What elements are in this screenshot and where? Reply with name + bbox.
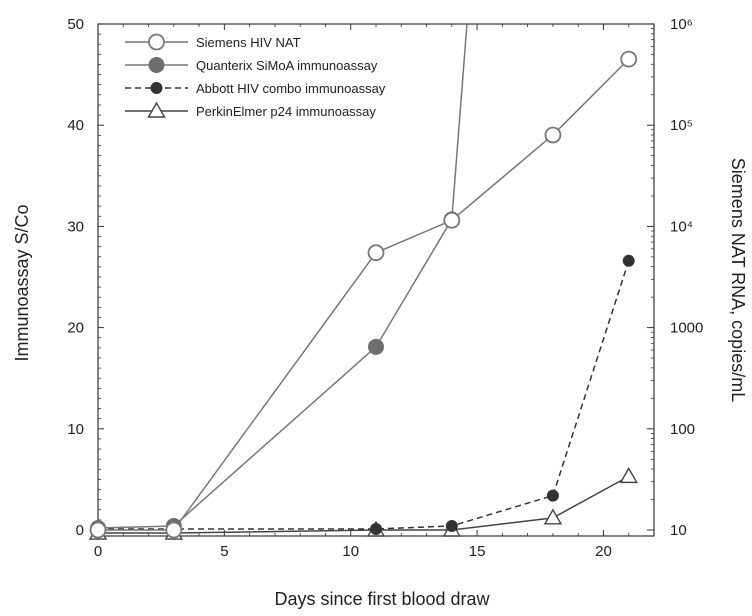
series-line-3 (98, 475, 630, 534)
data-point-open-circle (620, 50, 638, 68)
y-tick-label: 40 (67, 117, 84, 134)
series-line-2 (98, 260, 630, 530)
legend-label-1: Quanterix SiMoA immunoassay (196, 58, 378, 73)
data-point-filled-circle (148, 57, 165, 73)
x-tick-label: 10 (342, 543, 359, 560)
y-tick-label: 50 (67, 16, 84, 33)
y-tick-label: 10 (67, 421, 84, 438)
axis-ticks: 0 5 10 15 20 0 10 20 30 40 50 10 100 1000 10⁴ 10⁵ 10⁶ (67, 16, 703, 560)
legend: Siemens HIV NAT Quanterix SiMoA immunoass… (125, 33, 386, 119)
series-markers (88, 50, 638, 540)
data-point-filled-circle (368, 338, 384, 355)
y2-tick-label: 10⁶ (670, 16, 693, 33)
data-point-small-circle (622, 254, 635, 267)
data-point-small-circle (445, 519, 458, 532)
data-point-open-triangle (543, 508, 563, 525)
plot-frame (97, 23, 655, 537)
y2-axis-label: Siemens NAT RNA, copies/mL (728, 158, 748, 402)
x-tick-label: 0 (94, 543, 102, 560)
x-tick-label: 15 (469, 543, 486, 560)
x-tick-label: 5 (220, 543, 228, 560)
series-lines (97, 23, 630, 534)
data-point-small-circle (150, 82, 163, 94)
legend-label-2: Abbott HIV combo immunoassay (196, 81, 386, 96)
y-tick-label: 20 (67, 320, 84, 337)
x-axis-label: Days since first blood draw (274, 589, 490, 609)
data-point-open-triangle (147, 101, 166, 118)
data-point-open-triangle (619, 466, 638, 484)
y-tick-label: 30 (67, 218, 84, 235)
legend-label-3: PerkinElmer p24 immunoassay (196, 104, 376, 119)
y2-tick-label: 1000 (670, 320, 703, 337)
y-tick-label: 0 (76, 522, 84, 539)
x-tick-label: 20 (595, 543, 612, 560)
data-point-open-circle (544, 126, 562, 144)
data-point-open-circle (165, 521, 183, 539)
y2-tick-label: 10 (670, 522, 687, 539)
data-point-open-circle (89, 521, 107, 539)
y2-tick-label: 100 (670, 421, 695, 438)
data-point-open-circle (367, 244, 385, 262)
series-line-1 (97, 23, 468, 529)
y-axis-label: Immunoassay S/Co (12, 204, 32, 361)
series-line-0 (98, 58, 630, 531)
y2-tick-label: 10⁵ (670, 117, 693, 134)
legend-label-0: Siemens HIV NAT (196, 35, 301, 50)
y2-tick-label: 10⁴ (670, 218, 693, 235)
data-point-small-circle (370, 522, 382, 535)
data-point-open-circle (443, 211, 461, 229)
data-point-open-circle (148, 33, 165, 51)
data-point-small-circle (546, 489, 559, 502)
